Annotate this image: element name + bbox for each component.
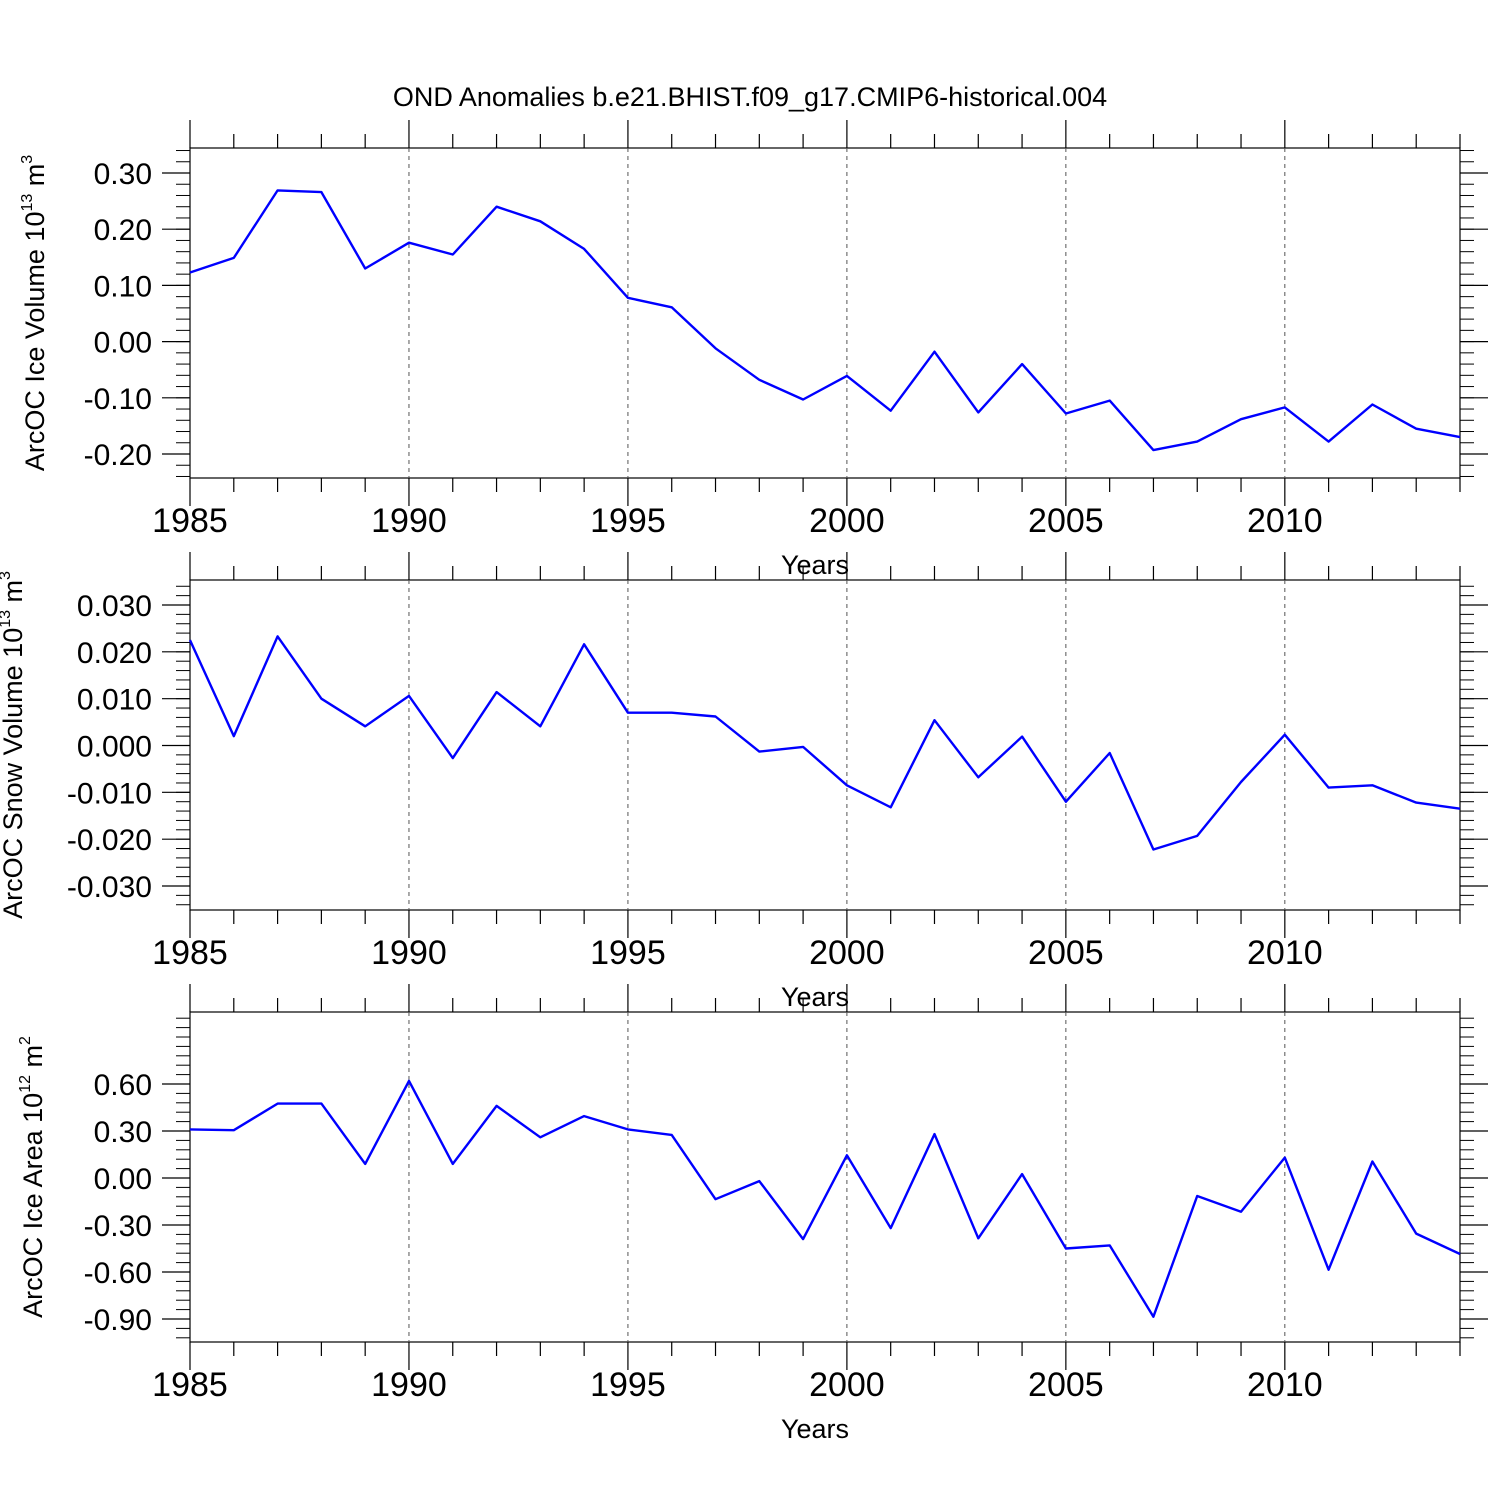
- y-axis-label-part: m: [20, 164, 50, 194]
- y-axis-label-superscript: 12: [17, 1075, 34, 1093]
- y-axis-label: ArcOC Ice Area 1012 m2: [17, 1036, 48, 1318]
- x-tick-label: 2010: [1247, 502, 1323, 540]
- x-tick-label: 2000: [809, 934, 885, 972]
- y-tick-label: 0.020: [77, 637, 152, 670]
- x-tick-label: 1985: [152, 502, 228, 540]
- x-tick-label: 2010: [1247, 1366, 1323, 1404]
- x-tick-label: 2000: [809, 502, 885, 540]
- x-tick-label: 1990: [371, 502, 447, 540]
- plot-frame: [189, 579, 1461, 911]
- x-tick-label: 2005: [1028, 502, 1104, 540]
- y-axis-label-superscript: 2: [17, 1036, 34, 1045]
- y-axis-label-part: m: [0, 580, 28, 610]
- y-tick-label: 0.10: [94, 270, 152, 303]
- series-line: [188, 635, 1461, 851]
- y-axis-label-part: m: [18, 1045, 48, 1075]
- y-axis-label-superscript: 3: [0, 571, 14, 580]
- x-tick-label: 2000: [809, 1366, 885, 1404]
- x-axis-label: Years: [781, 982, 849, 1012]
- y-axis-label-part: ArcOC Snow Volume 10: [0, 628, 28, 919]
- y-tick-label: -0.90: [84, 1304, 152, 1337]
- y-axis-label-part: ArcOC Ice Area 10: [18, 1093, 48, 1318]
- y-tick-label: -0.30: [84, 1210, 152, 1243]
- y-tick-label: -0.010: [67, 777, 152, 810]
- x-tick-label: 1990: [371, 934, 447, 972]
- y-tick-label: 0.010: [77, 684, 152, 717]
- y-axis-label-superscript: 13: [19, 194, 36, 212]
- y-tick-label: -0.10: [84, 383, 152, 416]
- y-axis-label-superscript: 3: [19, 155, 36, 164]
- y-tick-label: -0.60: [84, 1257, 152, 1290]
- x-axis-label: Years: [781, 1414, 849, 1444]
- y-tick-label: 0.20: [94, 214, 152, 247]
- x-tick-label: 1995: [590, 934, 666, 972]
- y-tick-label: -0.030: [67, 871, 152, 904]
- x-tick-label: 1985: [152, 934, 228, 972]
- x-tick-label: 2005: [1028, 934, 1104, 972]
- x-tick-label: 1995: [590, 502, 666, 540]
- x-tick-label: 1995: [590, 1366, 666, 1404]
- plot-frame: [189, 1011, 1461, 1343]
- y-axis-label-superscript: 13: [0, 610, 14, 628]
- y-tick-label: 0.000: [77, 731, 152, 764]
- x-axis-label: Years: [781, 550, 849, 580]
- x-tick-label: 2005: [1028, 1366, 1104, 1404]
- y-tick-label: 0.030: [77, 590, 152, 623]
- y-axis-label-part: ArcOC Ice Volume 10: [20, 212, 50, 472]
- y-axis-label: ArcOC Ice Volume 1013 m3: [19, 155, 50, 471]
- y-tick-label: -0.020: [67, 824, 152, 857]
- figure-title: OND Anomalies b.e21.BHIST.f09_g17.CMIP6-…: [393, 82, 1107, 112]
- y-tick-label: 0.30: [94, 158, 152, 191]
- y-tick-label: 0.30: [94, 1116, 152, 1149]
- y-axis-label: ArcOC Snow Volume 1013 m3: [0, 571, 28, 919]
- series-line: [189, 189, 1461, 452]
- x-tick-label: 2010: [1247, 934, 1323, 972]
- plot-frame: [189, 147, 1461, 479]
- y-tick-label: 0.60: [94, 1069, 152, 1102]
- x-tick-label: 1990: [371, 1366, 447, 1404]
- y-tick-label: 0.00: [94, 327, 152, 360]
- y-tick-label: -0.20: [84, 439, 152, 472]
- panel-2: 0.0300.0200.0100.000-0.010-0.020-0.03019…: [0, 552, 1488, 1012]
- y-tick-label: 0.00: [94, 1163, 152, 1196]
- series-line: [189, 1079, 1461, 1318]
- x-tick-label: 1985: [152, 1366, 228, 1404]
